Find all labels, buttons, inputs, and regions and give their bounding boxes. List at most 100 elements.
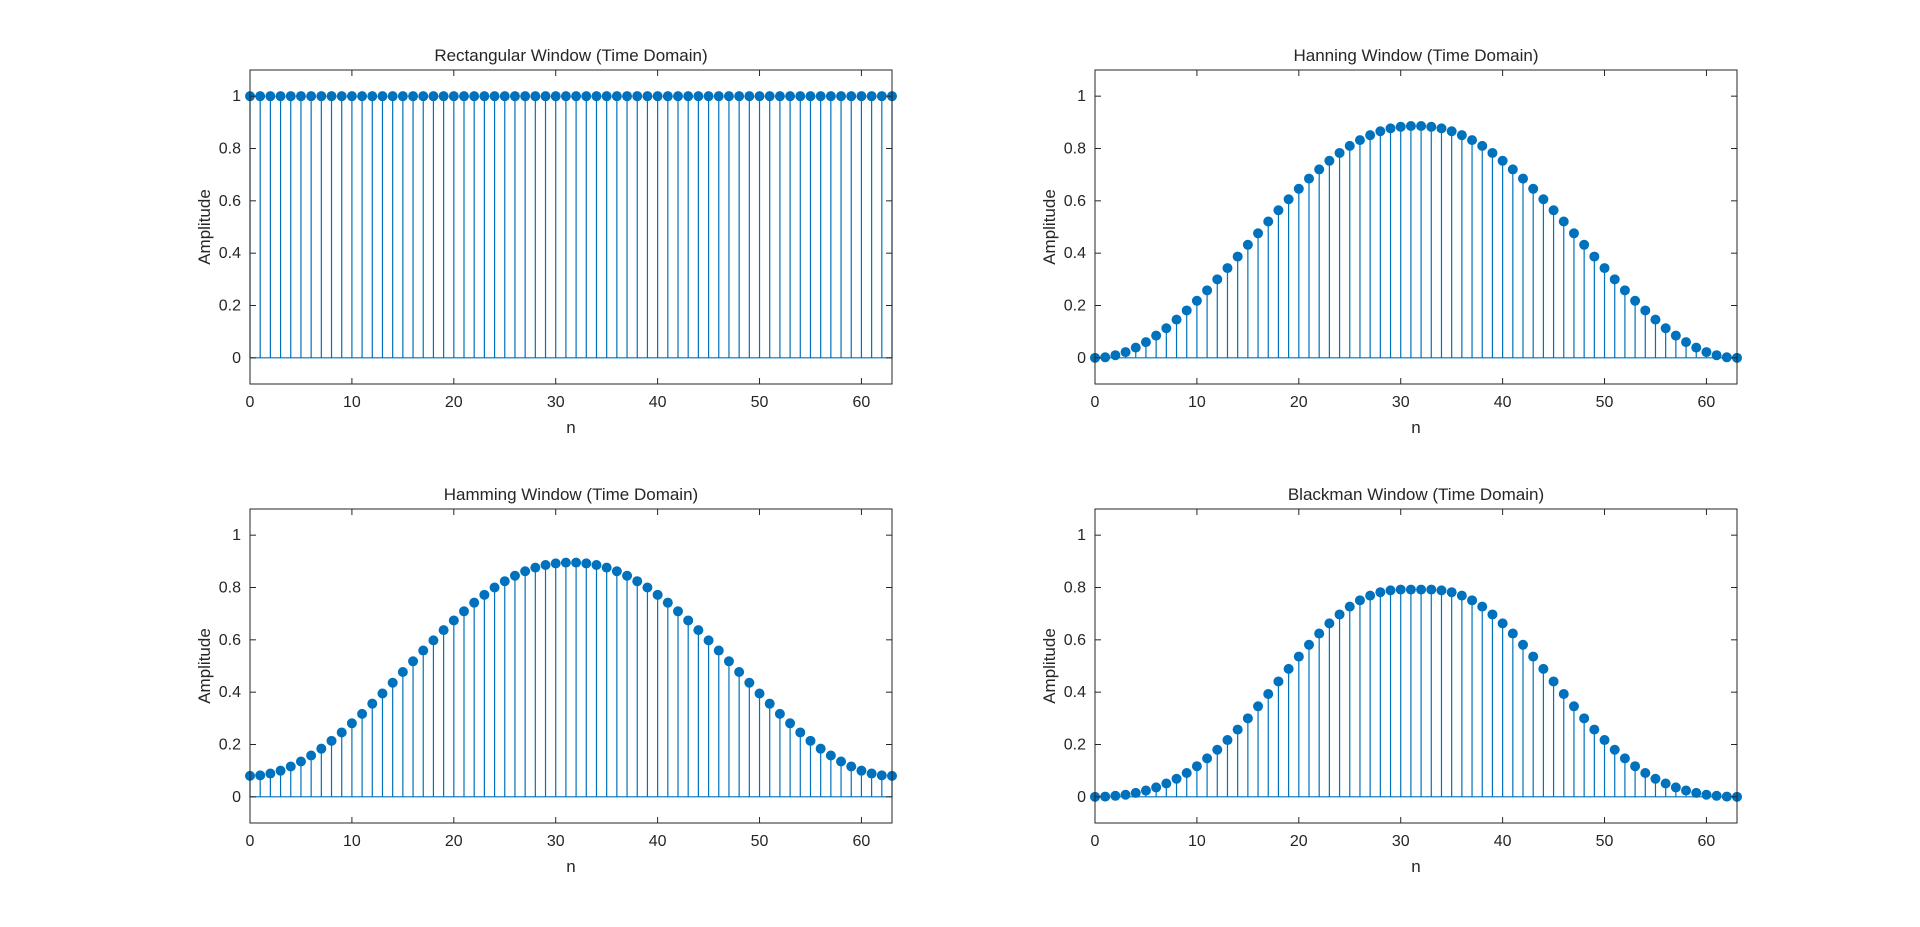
x-tick-label: 10: [343, 394, 361, 411]
stem-marker: [509, 91, 520, 102]
stem-marker: [265, 768, 276, 779]
y-tick-label: 0: [1077, 350, 1086, 367]
stem-marker: [499, 91, 510, 102]
y-ticks: 0 0.2 0.4 0.6 0.8 1: [1064, 527, 1737, 806]
stem-marker: [397, 91, 408, 102]
stem-marker: [469, 91, 480, 102]
stem-marker: [1232, 724, 1243, 735]
stem-marker: [448, 615, 459, 626]
y-tick-label: 1: [1077, 527, 1086, 544]
stem-marker: [703, 91, 714, 102]
stem-marker: [1293, 651, 1304, 662]
stem-marker: [1630, 295, 1641, 306]
y-axis-label: Amplitude: [1040, 628, 1059, 704]
stem-marker: [1304, 639, 1314, 650]
stem-marker: [1232, 251, 1243, 262]
stem-marker: [622, 570, 633, 581]
stem-marker: [1416, 584, 1427, 595]
stem-marker: [683, 91, 694, 102]
stem-marker: [560, 557, 571, 568]
x-tick-label: 30: [547, 394, 565, 411]
stem-marker: [1395, 121, 1406, 132]
stem-marker: [866, 768, 877, 779]
stem-marker: [662, 91, 673, 102]
chart-title: Hanning Window (Time Domain): [1293, 46, 1538, 65]
stem-marker: [418, 645, 429, 656]
stem-marker: [774, 91, 785, 102]
x-tick-label: 60: [853, 394, 871, 411]
stem-marker: [1528, 183, 1539, 194]
stem-marker: [1487, 147, 1498, 158]
stem-marker: [1487, 609, 1498, 620]
stem-marker: [632, 91, 643, 102]
stem-marker: [1110, 790, 1121, 801]
stem-marker: [1640, 768, 1651, 779]
axes-box: [249, 508, 893, 824]
stem-marker: [1130, 342, 1141, 353]
stem-marker: [1171, 773, 1182, 784]
stem-marker: [785, 91, 796, 102]
stem-marker: [285, 91, 296, 102]
stem-marker: [1691, 787, 1702, 798]
stem-marker: [520, 566, 531, 577]
stem-marker: [611, 566, 622, 577]
stem-marker: [1691, 342, 1702, 353]
y-tick-label: 0.8: [219, 580, 241, 597]
stem-marker: [306, 91, 317, 102]
stem-marker: [1375, 587, 1386, 598]
stem-marker: [856, 91, 867, 102]
stem-marker: [1467, 595, 1478, 606]
stem-marker: [1344, 140, 1355, 151]
x-tick-label: 30: [547, 833, 565, 850]
stem-marker: [866, 91, 877, 102]
stem-marker: [1579, 713, 1590, 724]
stem-marker: [397, 667, 408, 678]
stem-marker: [846, 91, 857, 102]
stem-marker: [795, 91, 806, 102]
stem-marker: [408, 91, 419, 102]
stem-marker: [652, 589, 663, 600]
stem-marker: [1161, 323, 1172, 334]
stem-marker: [1191, 761, 1202, 772]
stem-marker: [377, 688, 388, 699]
stem-marker: [723, 91, 734, 102]
x-axis-label: n: [1411, 857, 1420, 876]
stem-marker: [785, 718, 796, 729]
stem-marker: [683, 615, 694, 626]
stem-marker: [1365, 590, 1376, 601]
x-tick-label: 40: [649, 833, 667, 850]
stem-marker: [275, 91, 286, 102]
stem-marker: [805, 91, 816, 102]
x-tick-label: 60: [1698, 394, 1716, 411]
x-tick-label: 40: [649, 394, 667, 411]
stem-marker: [825, 91, 836, 102]
stem-marker: [285, 761, 296, 772]
stem-marker: [1711, 350, 1722, 361]
stem-marker: [469, 597, 480, 608]
x-tick-label: 0: [246, 833, 255, 850]
stem-marker: [1314, 164, 1325, 175]
stem-marker: [1283, 663, 1294, 674]
stem-marker: [1161, 778, 1172, 789]
stem-marker: [1619, 285, 1630, 296]
stem-marker: [652, 91, 663, 102]
stem-marker: [459, 91, 469, 102]
y-tick-label: 0.4: [219, 684, 241, 701]
chart-title: Rectangular Window (Time Domain): [434, 46, 707, 65]
stem-marker: [1263, 688, 1274, 699]
y-tick-label: 0: [232, 789, 241, 806]
stem-marker: [1212, 274, 1223, 285]
stem-marker: [357, 708, 368, 719]
stem-marker: [1273, 676, 1284, 687]
stem-marker: [438, 91, 449, 102]
stem-marker: [1120, 347, 1131, 358]
stem-marker: [1446, 587, 1457, 598]
y-tick-label: 0.4: [1064, 684, 1086, 701]
y-axis-label: Amplitude: [195, 628, 214, 704]
stem-marker: [591, 91, 602, 102]
y-tick-label: 0.6: [219, 632, 241, 649]
stem-marker: [1151, 330, 1162, 341]
stem-marker: [1558, 688, 1569, 699]
x-tick-label: 60: [1698, 833, 1716, 850]
